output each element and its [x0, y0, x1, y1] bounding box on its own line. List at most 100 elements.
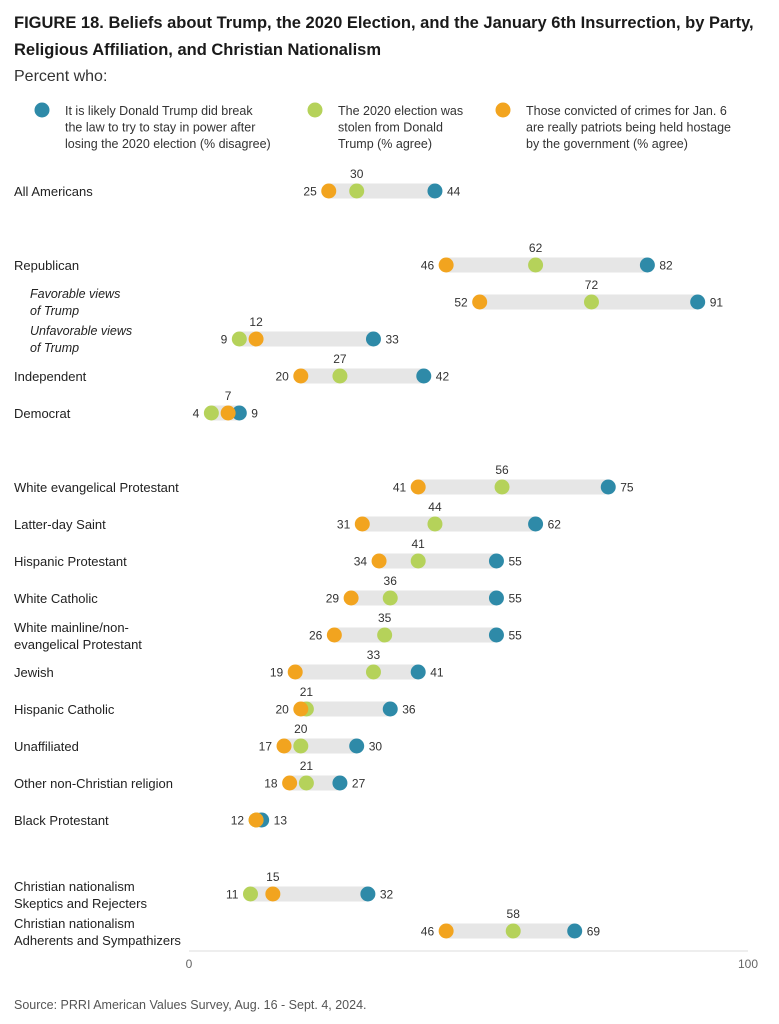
value-label-orange: 34 [354, 555, 368, 569]
legend-orange-label: Those convicted of crimes for Jan. 6 [526, 104, 727, 118]
value-label-green: 30 [350, 167, 364, 181]
value-label-blue: 55 [508, 592, 522, 606]
category-label: White mainline/non- [14, 620, 129, 635]
category-label: of Trump [30, 341, 79, 355]
row-1: Republican 46 82 62 [14, 241, 673, 273]
row-12: Hispanic Catholic 20 36 21 [14, 685, 416, 717]
dot-blue [382, 701, 398, 717]
row-10: White mainline/non-evangelical Protestan… [14, 611, 522, 652]
value-label-blue: 9 [251, 407, 258, 421]
category-label: Republican [14, 258, 79, 273]
value-label-orange: 41 [393, 481, 407, 495]
legend-green-label: stolen from Donald [338, 121, 443, 135]
category-label: Christian nationalism [14, 879, 135, 894]
value-label-orange: 29 [326, 592, 340, 606]
value-label-blue: 62 [548, 518, 562, 532]
value-label-blue: 36 [402, 703, 416, 717]
dot-blue [639, 257, 655, 273]
dot-green [298, 775, 314, 791]
legend-blue-label: losing the 2020 election (% disagree) [65, 137, 271, 151]
range-bar [334, 627, 497, 643]
row-9: White Catholic 29 55 36 [14, 574, 522, 606]
legend-blue-label: It is likely Donald Trump did break [65, 104, 253, 118]
dot-orange [472, 294, 488, 310]
value-label-orange: 31 [337, 518, 351, 532]
dot-orange [293, 368, 309, 384]
row-3: Unfavorable views of Trump 9 33 12 [30, 315, 399, 355]
dot-orange [438, 257, 454, 273]
dot-green [382, 590, 398, 606]
source-note: Source: PRRI American Values Survey, Aug… [14, 998, 367, 1012]
row-5: Democrat 4 9 7 [14, 389, 258, 421]
dot-orange [220, 405, 236, 421]
x-tick-label: 0 [186, 957, 193, 971]
value-label-blue: 42 [436, 370, 450, 384]
row-14: Other non-Christian religion 18 27 21 [14, 759, 366, 791]
dot-orange [371, 553, 387, 569]
value-label-blue: 55 [508, 555, 522, 569]
value-label-orange: 20 [275, 370, 289, 384]
value-label-green: 12 [231, 814, 245, 828]
dot-orange [354, 516, 370, 532]
category-label: Unaffiliated [14, 739, 79, 754]
value-label-green: 33 [367, 648, 381, 662]
category-label: Black Protestant [14, 813, 109, 828]
row-7: Latter-day Saint 31 62 44 [14, 500, 561, 532]
dot-blue [231, 405, 247, 421]
range-bar [295, 664, 419, 680]
legend-blue-label: the law to try to stay in power after [65, 121, 255, 135]
row-15: Black Protestant 12 13 [14, 812, 287, 828]
dot-blue [488, 590, 504, 606]
chart-subtitle: Percent who: [14, 68, 107, 85]
dot-orange [265, 886, 281, 902]
value-label-green: 9 [221, 333, 228, 347]
row-2: Favorable views of Trump 52 91 72 [30, 278, 723, 318]
value-label-green: 62 [529, 241, 543, 255]
dot-blue [360, 886, 376, 902]
row-8: Hispanic Protestant 34 55 41 [14, 537, 522, 569]
category-label: Democrat [14, 406, 71, 421]
dot-blue [349, 738, 365, 754]
row-11: Jewish 19 41 33 [14, 648, 444, 680]
value-label-orange: 20 [275, 703, 289, 717]
value-label-green: 56 [495, 463, 509, 477]
value-label-blue: 41 [430, 666, 444, 680]
dot-green [377, 627, 393, 643]
x-axis: 0 100 [186, 950, 758, 971]
dot-orange [287, 664, 303, 680]
dot-blue [600, 479, 616, 495]
value-label-green: 21 [300, 759, 314, 773]
row-0: All Americans 25 44 30 [14, 167, 461, 199]
category-label: Jewish [14, 665, 54, 680]
x-tick-label: 100 [738, 957, 758, 971]
category-label: Hispanic Catholic [14, 702, 115, 717]
legend-orange-marker [495, 102, 511, 118]
value-label-blue: 32 [380, 888, 394, 902]
dot-green [528, 257, 544, 273]
dot-green [242, 886, 258, 902]
dot-orange [321, 183, 337, 199]
legend-green-label: The 2020 election was [338, 104, 463, 118]
range-bar [362, 516, 536, 532]
category-label: of Trump [30, 304, 79, 318]
row-13: Unaffiliated 17 30 20 [14, 722, 382, 754]
category-label: Christian nationalism [14, 916, 135, 931]
legend-green-label: Trump (% agree) [338, 137, 432, 151]
category-label: evangelical Protestant [14, 637, 142, 652]
dot-green [203, 405, 219, 421]
dot-blue [488, 553, 504, 569]
range-bar [418, 479, 609, 495]
dot-blue [427, 183, 443, 199]
range-bar [239, 331, 374, 347]
chart-title-line-2: Religious Affiliation, and Christian Nat… [14, 41, 381, 59]
dot-green [410, 553, 426, 569]
dot-green [427, 516, 443, 532]
dot-orange [248, 331, 264, 347]
dot-green [332, 368, 348, 384]
category-label: Unfavorable views [30, 324, 132, 338]
category-label: Hispanic Protestant [14, 554, 127, 569]
dot-orange [248, 812, 264, 828]
dot-orange [326, 627, 342, 643]
dot-green [583, 294, 599, 310]
row-17: Christian nationalism Adherents and Sympa… [14, 907, 600, 948]
